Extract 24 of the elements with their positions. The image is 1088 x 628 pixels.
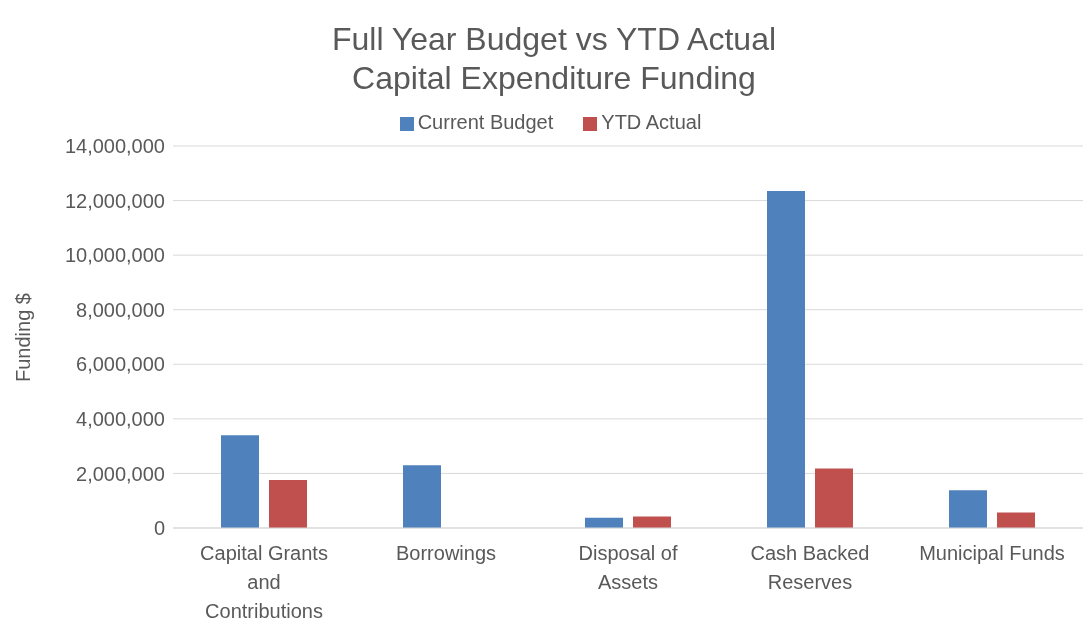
- x-tick-label: Cash Backed Reserves: [750, 542, 870, 593]
- y-tick-label: 12,000,000: [64, 189, 165, 212]
- legend-label: YTD Actual: [601, 111, 702, 133]
- bar: [815, 468, 853, 528]
- y-tick-label: 4,000,000: [76, 407, 165, 430]
- y-axis-title: Funding $: [12, 293, 35, 382]
- x-tick-label: Municipal Funds: [919, 542, 1065, 564]
- bar: [997, 512, 1035, 528]
- bar: [767, 191, 805, 528]
- y-tick-label: 2,000,000: [76, 462, 165, 485]
- bar: [269, 479, 307, 528]
- bar: [949, 490, 987, 528]
- x-tick-label: Disposal of Assets: [578, 542, 678, 593]
- y-tick-label: 0: [153, 517, 165, 540]
- y-tick-label: 14,000,000: [64, 135, 165, 158]
- bar: [403, 465, 441, 528]
- y-tick-label: 8,000,000: [76, 298, 165, 321]
- x-tick-label: Capital Grants and Contributions: [200, 542, 328, 622]
- y-tick-label: 6,000,000: [76, 353, 165, 376]
- legend-label: Current Budget: [417, 111, 554, 133]
- chart-title: Full Year Budget vs YTD Actual Capital Expenditure Funding: [330, 20, 778, 98]
- x-tick-label: Borrowings: [395, 542, 497, 564]
- bar: [221, 435, 259, 528]
- y-tick-label: 10,000,000: [64, 244, 165, 267]
